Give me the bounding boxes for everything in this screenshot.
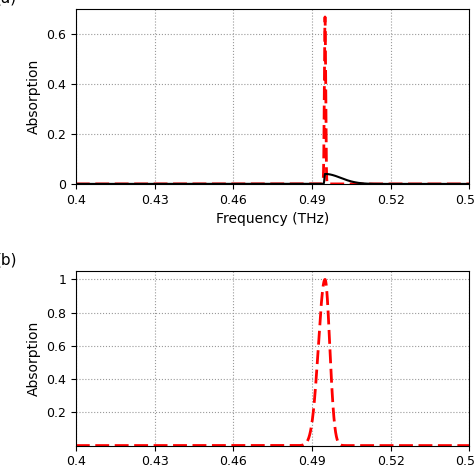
Text: (a): (a) [0,0,17,6]
X-axis label: Frequency (THz): Frequency (THz) [216,212,329,226]
Y-axis label: Absorption: Absorption [27,321,41,396]
Y-axis label: Absorption: Absorption [27,59,41,134]
Text: (b): (b) [0,253,17,268]
